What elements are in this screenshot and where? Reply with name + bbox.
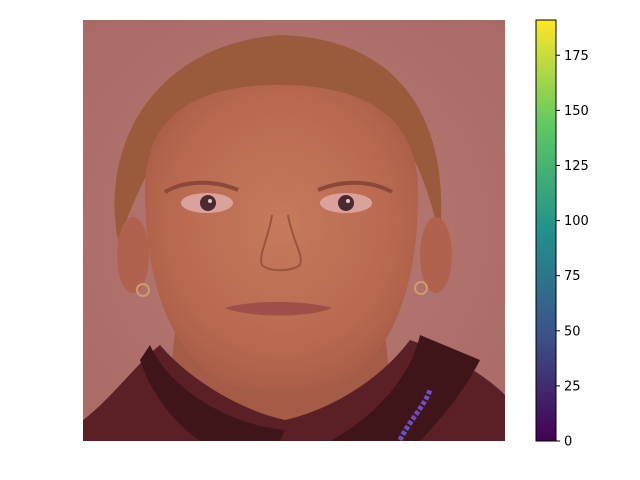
colorbar-ticks: 0 25 50 75 100 125 150 175: [556, 49, 589, 450]
face-image: [83, 20, 505, 441]
colorbar-gradient: [535, 19, 557, 442]
colorbar-tick-label: 25: [564, 379, 581, 394]
colorbar: 0 25 50 75 100 125 150 175: [535, 19, 589, 450]
colorbar-tick-label: 0: [564, 435, 572, 450]
colorbar-tick-label: 175: [564, 49, 589, 64]
colorbar-tick-label: 100: [564, 214, 589, 229]
colorbar-tick-label: 150: [564, 104, 589, 119]
colorbar-tick-label: 50: [564, 324, 581, 339]
colorbar-tick-label: 125: [564, 159, 589, 174]
colorbar-tick-label: 75: [564, 269, 581, 284]
